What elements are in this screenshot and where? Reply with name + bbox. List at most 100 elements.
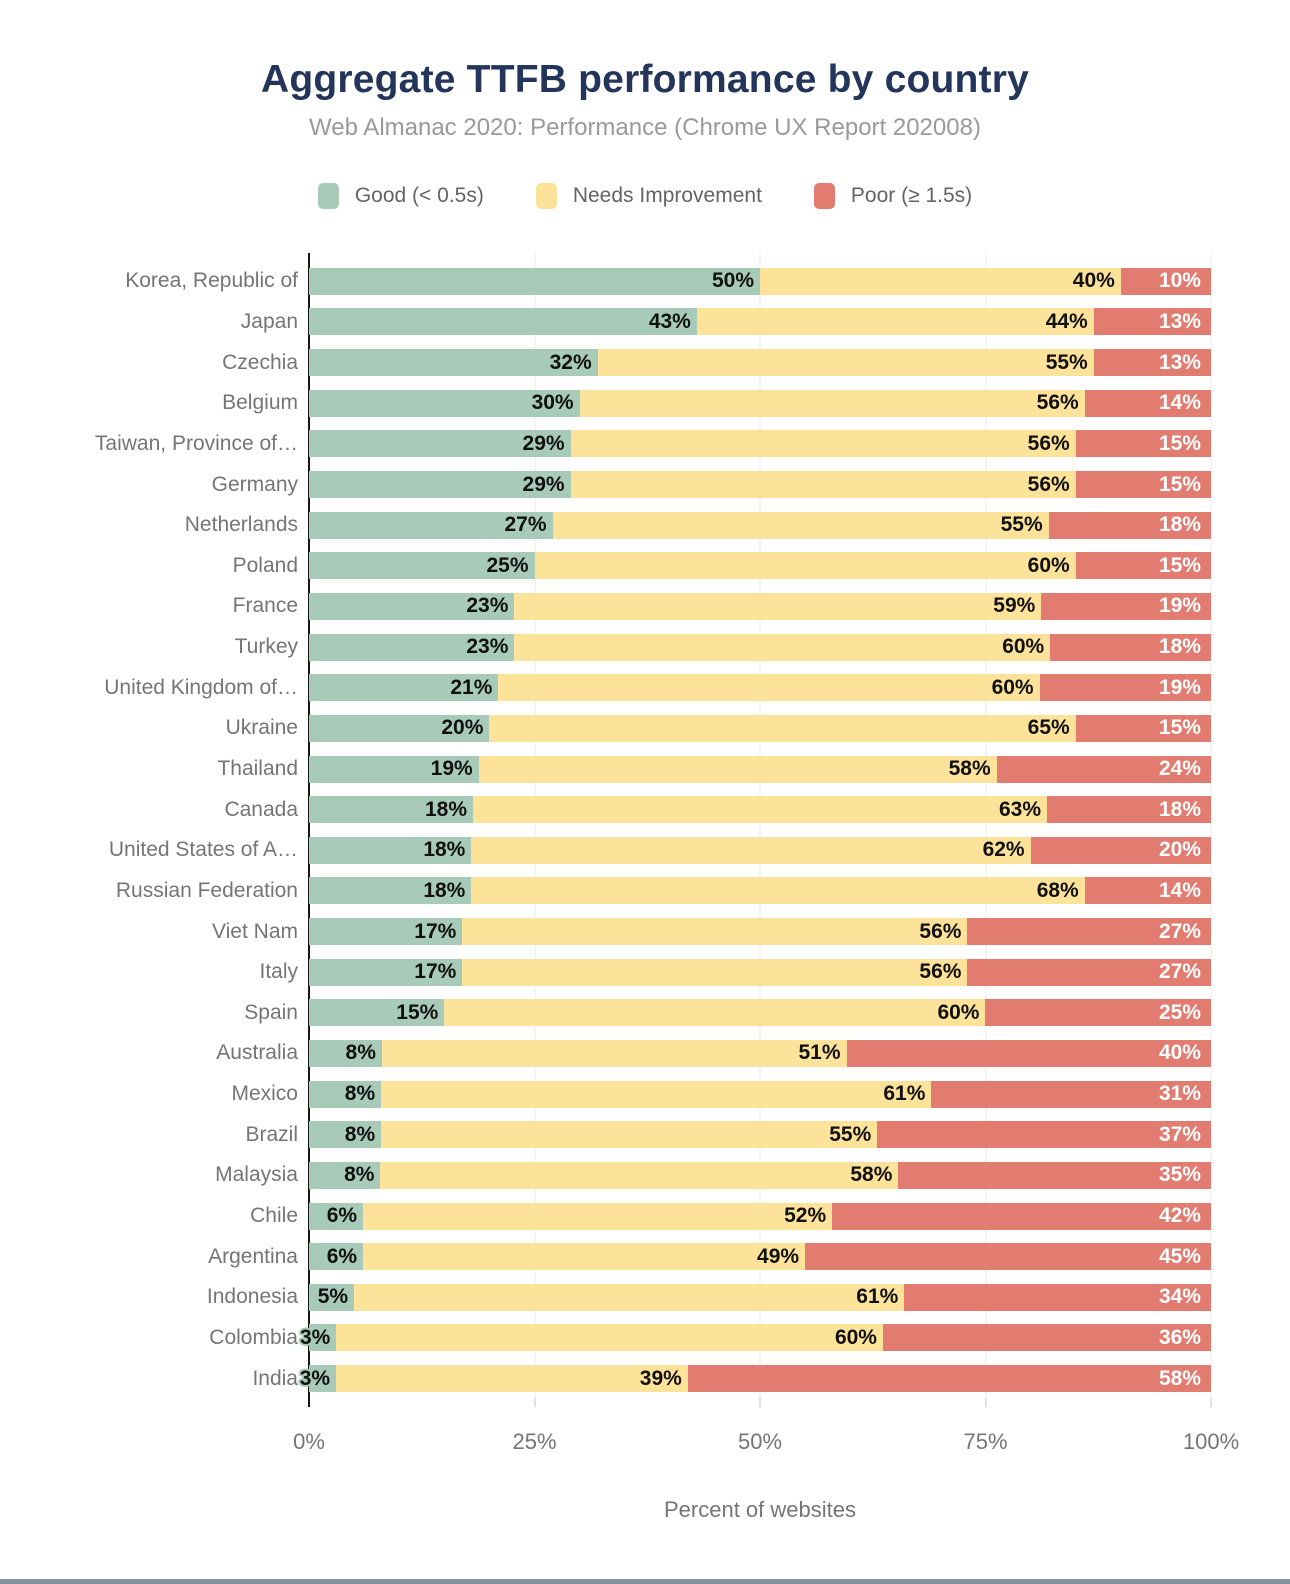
- bar-segment-good[interactable]: 18%: [309, 877, 472, 905]
- bar-segment-good[interactable]: 19%: [309, 755, 479, 783]
- bar-segment-needs-improvement[interactable]: 61%: [354, 1283, 905, 1311]
- bar-segment-good[interactable]: 27%: [309, 511, 553, 539]
- bar-segment-needs-improvement[interactable]: 56%: [462, 918, 968, 946]
- bar-segment-needs-improvement[interactable]: 58%: [380, 1161, 899, 1189]
- bar-segment-good[interactable]: 43%: [309, 308, 697, 336]
- bar-segment-good[interactable]: 8%: [309, 1161, 381, 1189]
- bar-segment-needs-improvement[interactable]: 61%: [381, 1080, 932, 1108]
- bar-segment-needs-improvement[interactable]: 40%: [760, 267, 1121, 295]
- bar-segment-poor[interactable]: 19%: [1041, 592, 1211, 620]
- bar-segment-poor[interactable]: 36%: [882, 1324, 1211, 1352]
- bar-segment-poor[interactable]: 15%: [1075, 552, 1211, 580]
- bar-segment-needs-improvement[interactable]: 49%: [363, 1243, 806, 1271]
- bar-segment-poor[interactable]: 40%: [846, 1039, 1211, 1067]
- bar-segment-poor[interactable]: 15%: [1075, 471, 1211, 499]
- x-axis-title: Percent of websites: [664, 1497, 856, 1522]
- bar-segment-needs-improvement[interactable]: 55%: [381, 1121, 878, 1149]
- bar-segment-good[interactable]: 25%: [309, 552, 535, 580]
- bar-segment-poor[interactable]: 13%: [1093, 308, 1211, 336]
- bar-segment-needs-improvement[interactable]: 60%: [444, 999, 986, 1027]
- bar-segment-poor[interactable]: 14%: [1084, 877, 1211, 905]
- bar-segment-needs-improvement[interactable]: 63%: [473, 796, 1047, 824]
- bar-segment-poor[interactable]: 18%: [1050, 633, 1211, 661]
- bar-segment-poor[interactable]: 27%: [967, 918, 1211, 946]
- bar-segment-poor[interactable]: 24%: [996, 755, 1211, 783]
- bar-segment-poor[interactable]: 35%: [898, 1161, 1211, 1189]
- bar-segment-poor[interactable]: 19%: [1039, 674, 1211, 702]
- bar-segment-needs-improvement[interactable]: 56%: [462, 958, 968, 986]
- bar-segment-good[interactable]: 20%: [309, 714, 490, 742]
- value-label: 15%: [1158, 716, 1201, 740]
- bar-segment-good[interactable]: 50%: [309, 267, 760, 295]
- bar-segment-good[interactable]: 29%: [309, 471, 571, 499]
- chart-row: Indonesia 5% 61% 34%: [0, 1277, 1290, 1318]
- bar-segment-good[interactable]: 18%: [309, 836, 472, 864]
- value-label: 34%: [1158, 1285, 1201, 1309]
- bar-segment-needs-improvement[interactable]: 68%: [471, 877, 1085, 905]
- bar-segment-needs-improvement[interactable]: 59%: [514, 592, 1042, 620]
- bar-segment-good[interactable]: 17%: [309, 958, 463, 986]
- bar-segment-good[interactable]: 8%: [309, 1080, 382, 1108]
- legend-label: Good (< 0.5s): [354, 184, 484, 207]
- bar-segment-poor[interactable]: 42%: [832, 1202, 1211, 1230]
- bar-segment-poor[interactable]: 15%: [1075, 430, 1211, 458]
- bar-segment-needs-improvement[interactable]: 56%: [570, 430, 1076, 458]
- bar-segment-poor[interactable]: 31%: [931, 1080, 1211, 1108]
- bar-segment-poor[interactable]: 13%: [1093, 349, 1211, 377]
- bar-segment-good[interactable]: 8%: [309, 1039, 382, 1067]
- bar-segment-needs-improvement[interactable]: 56%: [570, 471, 1076, 499]
- bar-segment-good[interactable]: 6%: [309, 1243, 364, 1271]
- bar-segment-good[interactable]: 23%: [309, 592, 515, 620]
- bar-segment-poor[interactable]: 25%: [985, 999, 1211, 1027]
- bar-segment-needs-improvement[interactable]: 58%: [478, 755, 997, 783]
- bar-segment-needs-improvement[interactable]: 62%: [471, 836, 1031, 864]
- legend-item[interactable]: Needs Improvement: [535, 183, 762, 209]
- bar-segment-poor[interactable]: 10%: [1120, 267, 1211, 295]
- bar-segment-needs-improvement[interactable]: 65%: [489, 714, 1076, 742]
- bar-segment-good[interactable]: 23%: [309, 633, 515, 661]
- bar-segment-poor[interactable]: 27%: [967, 958, 1211, 986]
- bar-segment-poor[interactable]: 14%: [1084, 389, 1211, 417]
- bar-segment-poor[interactable]: 20%: [1030, 836, 1211, 864]
- stacked-bar: 5% 61% 34%: [309, 1283, 1211, 1311]
- bar-segment-good[interactable]: 32%: [309, 349, 598, 377]
- value-label: 63%: [998, 797, 1041, 821]
- bar-segment-poor[interactable]: 45%: [805, 1243, 1211, 1271]
- stacked-bar: 27% 55% 18%: [309, 511, 1211, 539]
- legend-item[interactable]: Good (< 0.5s): [317, 183, 484, 209]
- bar-segment-needs-improvement[interactable]: 60%: [514, 633, 1051, 661]
- bar-segment-needs-improvement[interactable]: 56%: [579, 389, 1085, 417]
- bar-segment-good[interactable]: 3%: [300, 1365, 337, 1393]
- bar-segment-poor[interactable]: 37%: [877, 1121, 1211, 1149]
- bar-segment-poor[interactable]: 18%: [1047, 796, 1211, 824]
- bar-rows: Korea, Republic of 50% 40% 10% Japan 43% 44% 13…: [0, 261, 1290, 1399]
- bar-segment-needs-improvement[interactable]: 60%: [336, 1324, 883, 1352]
- bar-segment-poor[interactable]: 34%: [904, 1283, 1211, 1311]
- bar-segment-needs-improvement[interactable]: 55%: [597, 349, 1094, 377]
- bar-segment-good[interactable]: 3%: [300, 1324, 337, 1352]
- bar-segment-poor[interactable]: 58%: [687, 1365, 1211, 1393]
- legend-item[interactable]: Poor (≥ 1.5s): [813, 183, 972, 209]
- bar-segment-good[interactable]: 8%: [309, 1121, 382, 1149]
- bar-segment-poor[interactable]: 15%: [1075, 714, 1211, 742]
- bar-segment-needs-improvement[interactable]: 52%: [363, 1202, 833, 1230]
- bar-segment-needs-improvement[interactable]: 51%: [381, 1039, 847, 1067]
- chart-row: Belgium 30% 56% 14%: [0, 383, 1290, 424]
- bar-segment-needs-improvement[interactable]: 44%: [696, 308, 1094, 336]
- bar-segment-good[interactable]: 30%: [309, 389, 580, 417]
- bar-segment-needs-improvement[interactable]: 60%: [534, 552, 1076, 580]
- bar-segment-needs-improvement[interactable]: 55%: [552, 511, 1049, 539]
- bar-segment-good[interactable]: 18%: [309, 796, 473, 824]
- stacked-bar: 50% 40% 10%: [309, 267, 1211, 295]
- bar-segment-good[interactable]: 17%: [309, 918, 463, 946]
- country-label: Belgium: [222, 391, 298, 415]
- bar-segment-good[interactable]: 6%: [309, 1202, 364, 1230]
- bar-segment-needs-improvement[interactable]: 39%: [336, 1365, 688, 1393]
- bar-segment-poor[interactable]: 18%: [1048, 511, 1211, 539]
- bar-segment-needs-improvement[interactable]: 60%: [498, 674, 1040, 702]
- bar-segment-good[interactable]: 15%: [309, 999, 445, 1027]
- bar-segment-good[interactable]: 29%: [309, 430, 571, 458]
- bar-segment-good[interactable]: 21%: [309, 674, 499, 702]
- bar-segment-good[interactable]: 5%: [309, 1283, 355, 1311]
- stacked-bar: 43% 44% 13%: [309, 308, 1211, 336]
